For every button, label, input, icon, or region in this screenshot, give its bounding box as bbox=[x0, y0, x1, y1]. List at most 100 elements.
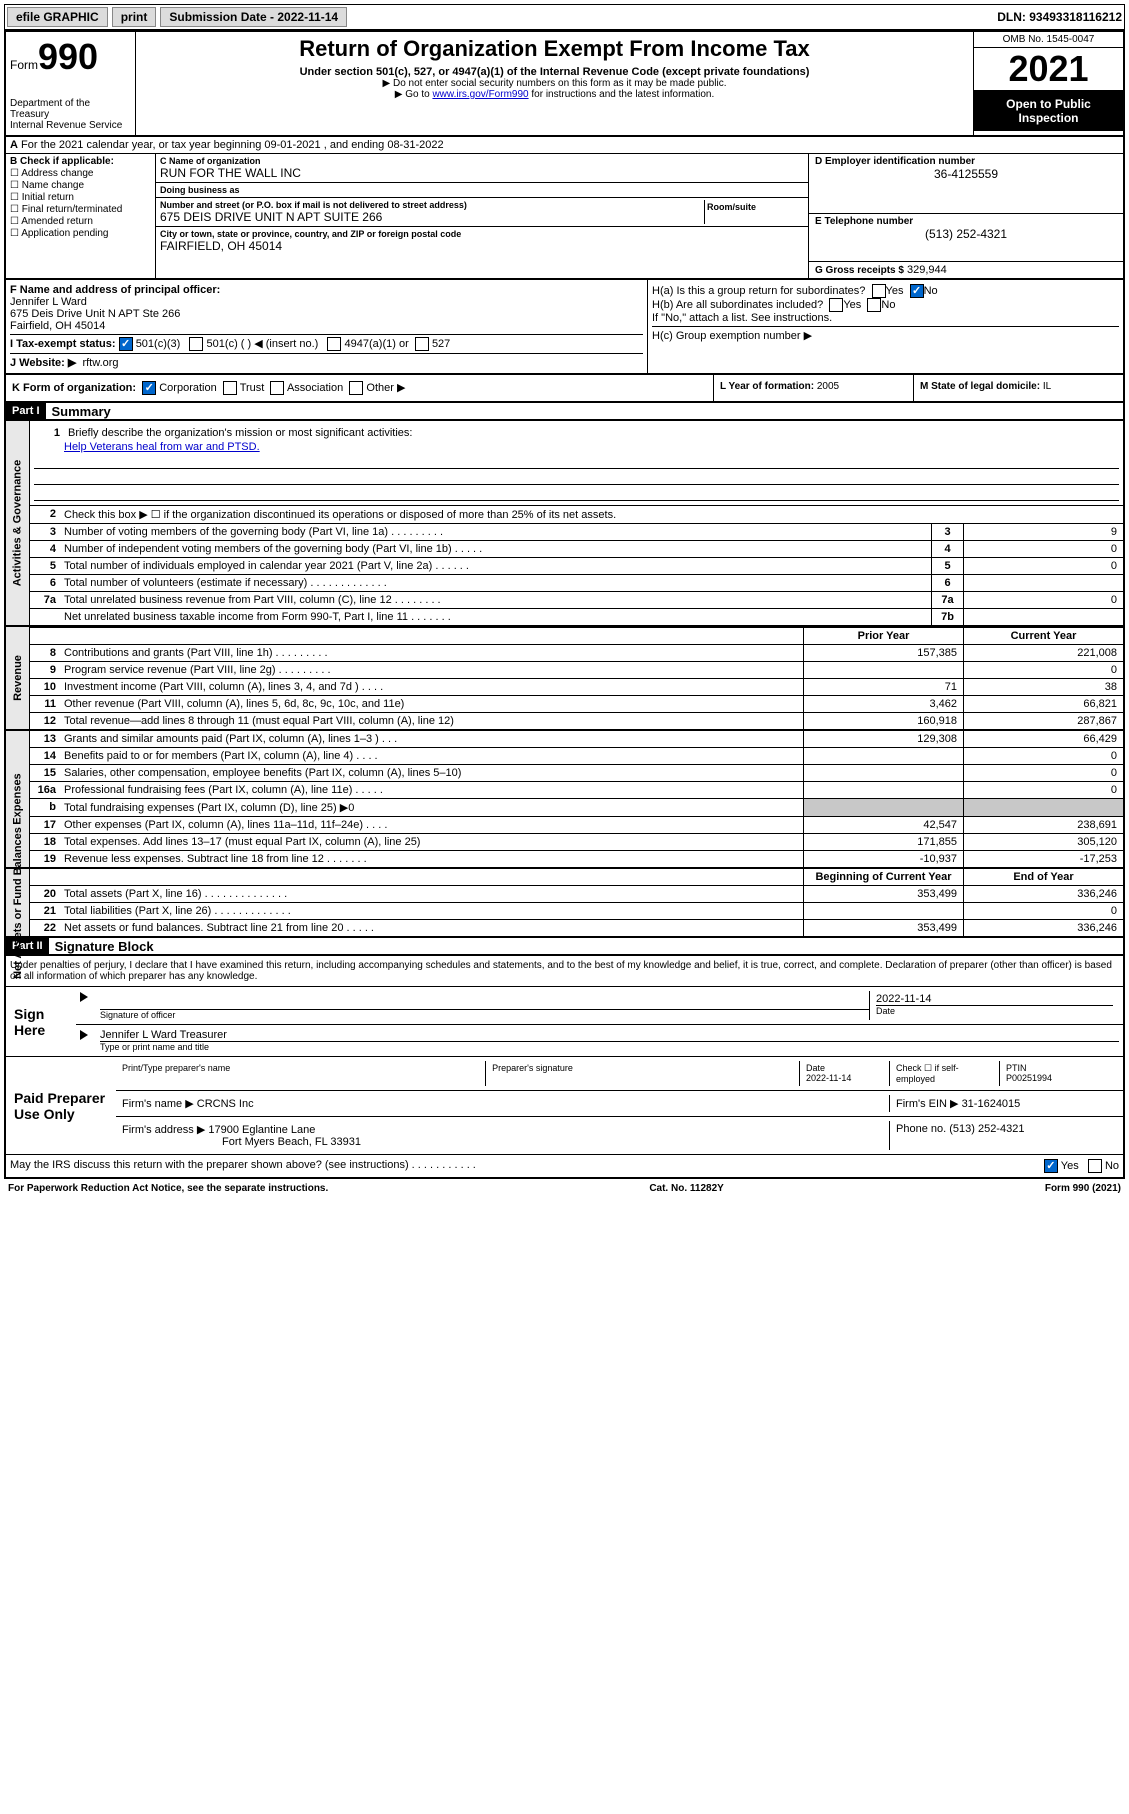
gov-row-box: 3 bbox=[931, 524, 963, 540]
firm-addr-label: Firm's address ▶ bbox=[122, 1124, 205, 1136]
prep-date-label: Date bbox=[806, 1063, 825, 1073]
exp-current: 66,429 bbox=[963, 731, 1123, 747]
footer-left: For Paperwork Reduction Act Notice, see … bbox=[8, 1183, 328, 1194]
gov-row-val: 0 bbox=[963, 541, 1123, 557]
rev-prior bbox=[803, 662, 963, 678]
phone-label: E Telephone number bbox=[815, 216, 1117, 227]
tax-year: 2021 bbox=[974, 48, 1123, 91]
prep-name-label: Print/Type preparer's name bbox=[120, 1061, 485, 1086]
ein-label: D Employer identification number bbox=[815, 156, 1117, 167]
q1: Briefly describe the organization's miss… bbox=[64, 425, 1119, 441]
rev-current: 287,867 bbox=[963, 713, 1123, 729]
gov-row-box: 7a bbox=[931, 592, 963, 608]
gov-row-val: 0 bbox=[963, 592, 1123, 608]
gov-row-val bbox=[963, 575, 1123, 591]
gov-row-box: 6 bbox=[931, 575, 963, 591]
city-val: FAIRFIELD, OH 45014 bbox=[160, 239, 804, 253]
firm-phone-label: Phone no. bbox=[896, 1123, 946, 1135]
name-label: Type or print name and title bbox=[100, 1041, 1119, 1052]
line-l: L Year of formation: 2005 bbox=[713, 375, 913, 401]
form-header: Form990 Department of the Treasury Inter… bbox=[4, 30, 1125, 137]
cb-4947[interactable] bbox=[327, 337, 341, 351]
rev-current: 0 bbox=[963, 662, 1123, 678]
hb-yes[interactable] bbox=[829, 298, 843, 312]
gov-row-val bbox=[963, 609, 1123, 625]
exp-row-desc: Total fundraising expenses (Part IX, col… bbox=[60, 799, 803, 816]
cb-other[interactable] bbox=[349, 381, 363, 395]
irs-label: Internal Revenue Service bbox=[10, 120, 131, 131]
part2-title: Signature Block bbox=[49, 939, 154, 954]
gross-val: 329,944 bbox=[907, 264, 947, 276]
net-row-desc: Net assets or fund balances. Subtract li… bbox=[60, 920, 803, 936]
firm-ein-label: Firm's EIN ▶ bbox=[896, 1098, 959, 1110]
cb-amended[interactable]: ☐ Amended return bbox=[10, 216, 151, 227]
cb-corp[interactable]: ✓ bbox=[142, 381, 156, 395]
cb-527[interactable] bbox=[415, 337, 429, 351]
omb-number: OMB No. 1545-0047 bbox=[974, 32, 1123, 48]
ha-no[interactable]: ✓ bbox=[910, 284, 924, 298]
exp-row-desc: Other expenses (Part IX, column (A), lin… bbox=[60, 817, 803, 833]
firm-ein: 31-1624015 bbox=[962, 1098, 1021, 1110]
cb-501c[interactable] bbox=[189, 337, 203, 351]
ein-val: 36-4125559 bbox=[815, 167, 1117, 181]
cb-assoc[interactable] bbox=[270, 381, 284, 395]
line-i: I Tax-exempt status: ✓ 501(c)(3) 501(c) … bbox=[10, 337, 643, 351]
gov-row-box: 4 bbox=[931, 541, 963, 557]
prep-date: 2022-11-14 bbox=[806, 1073, 851, 1083]
firm-name: CRCNS Inc bbox=[197, 1098, 254, 1110]
firm-addr1: 17900 Eglantine Lane bbox=[208, 1124, 315, 1136]
discuss-no[interactable] bbox=[1088, 1159, 1102, 1173]
open-to-public: Open to Public Inspection bbox=[974, 91, 1123, 131]
cb-name-change[interactable]: ☐ Name change bbox=[10, 180, 151, 191]
box-b: B Check if applicable: ☐ Address change … bbox=[6, 154, 156, 278]
exp-current: 0 bbox=[963, 748, 1123, 764]
exp-prior bbox=[803, 799, 963, 816]
submission-date-button[interactable]: Submission Date - 2022-11-14 bbox=[160, 7, 347, 27]
gov-row-box: 7b bbox=[931, 609, 963, 625]
ha-yes[interactable] bbox=[872, 284, 886, 298]
net-prior: 353,499 bbox=[803, 886, 963, 902]
sign-here-label: Sign Here bbox=[6, 987, 76, 1056]
exp-prior bbox=[803, 765, 963, 781]
rev-row-desc: Contributions and grants (Part VIII, lin… bbox=[60, 645, 803, 661]
officer-name: Jennifer L Ward Treasurer bbox=[100, 1029, 1119, 1041]
net-current: 336,246 bbox=[963, 920, 1123, 936]
cb-final-return[interactable]: ☐ Final return/terminated bbox=[10, 204, 151, 215]
line-hb: H(b) Are all subordinates included? Yes … bbox=[652, 298, 1119, 312]
exp-current: 238,691 bbox=[963, 817, 1123, 833]
efile-button[interactable]: efile GRAPHIC bbox=[7, 7, 108, 27]
sign-arrow-icon-2 bbox=[80, 1030, 88, 1040]
line-hc: H(c) Group exemption number ▶ bbox=[652, 329, 1119, 342]
instructions-link[interactable]: www.irs.gov/Form990 bbox=[432, 89, 528, 100]
city-label: City or town, state or province, country… bbox=[160, 229, 804, 239]
q2: Check this box ▶ ☐ if the organization d… bbox=[60, 506, 1123, 523]
hb-no[interactable] bbox=[867, 298, 881, 312]
print-button[interactable]: print bbox=[112, 7, 157, 27]
part1-title: Summary bbox=[46, 404, 111, 419]
dept-label: Department of the Treasury bbox=[10, 98, 131, 120]
date-label: Date bbox=[876, 1005, 1113, 1016]
rev-prior: 71 bbox=[803, 679, 963, 695]
cb-trust[interactable] bbox=[223, 381, 237, 395]
gov-row-desc: Number of voting members of the governin… bbox=[60, 524, 931, 540]
part1-header: Part I bbox=[6, 403, 46, 419]
cb-initial-return[interactable]: ☐ Initial return bbox=[10, 192, 151, 203]
cb-501c3[interactable]: ✓ bbox=[119, 337, 133, 351]
exp-prior: 129,308 bbox=[803, 731, 963, 747]
cb-app-pending[interactable]: ☐ Application pending bbox=[10, 228, 151, 239]
discuss-yes[interactable]: ✓ bbox=[1044, 1159, 1058, 1173]
cb-address-change[interactable]: ☐ Address change bbox=[10, 168, 151, 179]
net-row-desc: Total assets (Part X, line 16) . . . . .… bbox=[60, 886, 803, 902]
form-title: Return of Organization Exempt From Incom… bbox=[140, 36, 969, 62]
addr-label: Number and street (or P.O. box if mail i… bbox=[160, 200, 704, 210]
exp-prior bbox=[803, 782, 963, 798]
col-end: End of Year bbox=[963, 869, 1123, 885]
exp-current: 0 bbox=[963, 782, 1123, 798]
exp-row-desc: Professional fundraising fees (Part IX, … bbox=[60, 782, 803, 798]
gov-row-desc: Total number of volunteers (estimate if … bbox=[60, 575, 931, 591]
mission-text[interactable]: Help Veterans heal from war and PTSD. bbox=[64, 441, 260, 453]
exp-prior: 171,855 bbox=[803, 834, 963, 850]
rev-prior: 3,462 bbox=[803, 696, 963, 712]
rev-current: 66,821 bbox=[963, 696, 1123, 712]
discuss-q: May the IRS discuss this return with the… bbox=[10, 1159, 1044, 1173]
